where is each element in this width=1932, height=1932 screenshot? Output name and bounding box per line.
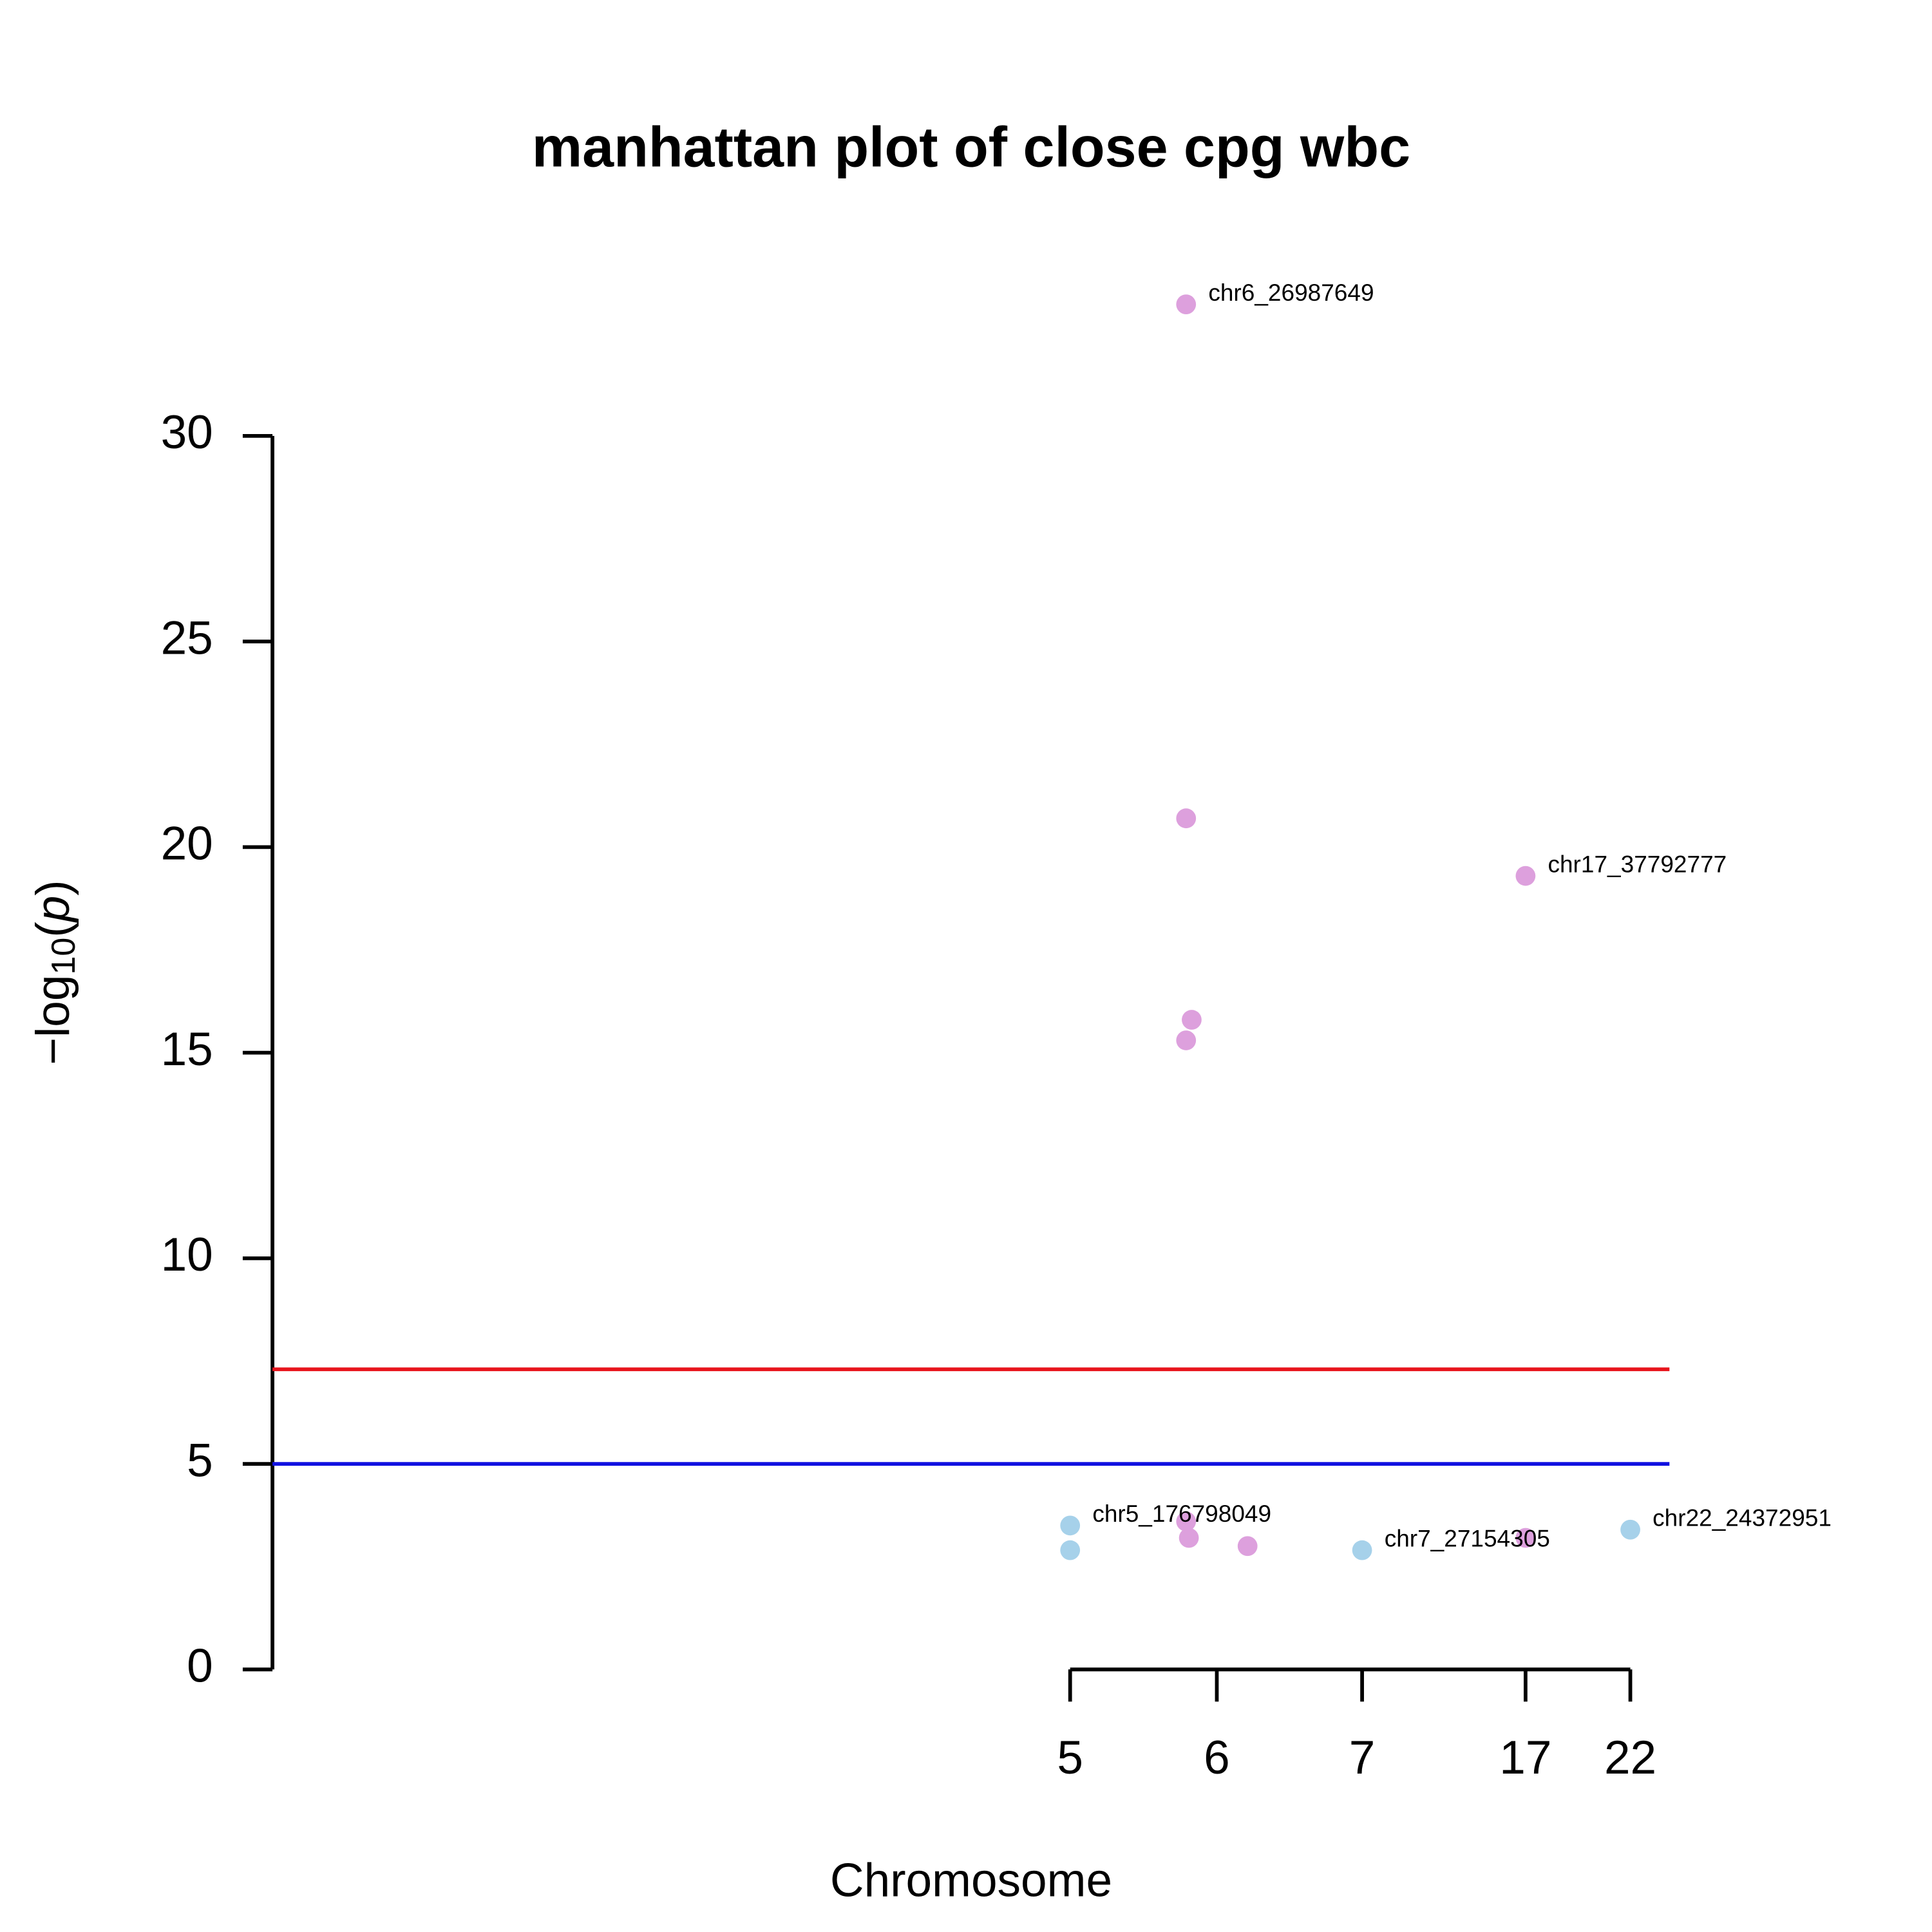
point-label: chr7_27154305 [1385,1526,1550,1552]
y-label-sub: 10 [45,938,82,975]
x-tick-label: 6 [1204,1732,1230,1784]
point [1515,1528,1536,1548]
point-label: chr17_37792777 [1548,851,1727,877]
y-label-part: −log [27,975,79,1065]
y-tick-label: 10 [161,1229,213,1281]
x-tick-label: 5 [1057,1732,1083,1784]
y-tick-label: 30 [161,406,213,459]
point [1179,1528,1199,1548]
y-axis-label: −log10(p) [27,880,82,1065]
y-tick-label: 25 [161,612,213,664]
y-tick-label: 20 [161,818,213,870]
point [1176,1511,1197,1531]
point [1182,1010,1202,1030]
point-label: chr6_26987649 [1208,279,1374,306]
point-label: chr22_24372951 [1653,1505,1832,1531]
y-tick-label: 15 [161,1023,213,1075]
y-tick-label: 0 [187,1640,213,1692]
x-tick-label: 22 [1604,1732,1656,1784]
point [1176,808,1197,829]
y-label-part: ( [27,922,79,937]
point [1237,1536,1258,1557]
point [1515,866,1536,886]
y-label-var: p [27,896,79,923]
point [1060,1515,1081,1536]
y-tick-label: 5 [187,1434,213,1486]
x-tick-label: 7 [1349,1732,1376,1784]
point-label: chr5_176798049 [1092,1501,1271,1527]
point [1620,1519,1640,1540]
point [1352,1540,1372,1560]
point [1176,294,1197,314]
x-axis-label: Chromosome [830,1854,1112,1906]
y-label-part: ) [27,880,79,895]
x-tick-label: 17 [1499,1732,1551,1784]
point [1060,1540,1081,1560]
chart-title: manhattan plot of close cpg wbc [532,115,1410,178]
point [1176,1030,1197,1050]
